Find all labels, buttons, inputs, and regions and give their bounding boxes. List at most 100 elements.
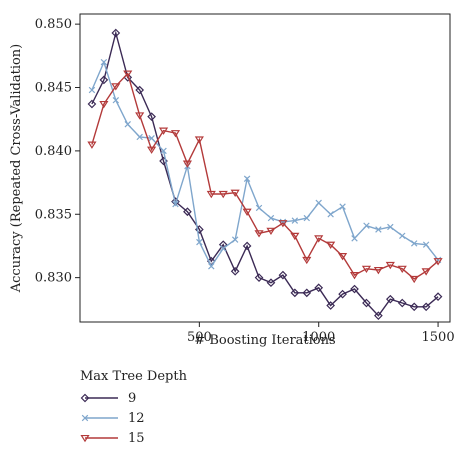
data-point-9	[87, 99, 97, 109]
axis-ticks: 0.830 0.835 0.840 0.845 0.850 500 1000 1500	[35, 17, 455, 345]
legend-entry-15: 15	[80, 431, 145, 446]
data-point-12	[327, 211, 334, 218]
data-point-15	[194, 136, 204, 144]
data-point-12	[124, 121, 131, 128]
data-point-15	[87, 141, 97, 149]
data-point-9	[409, 302, 419, 312]
data-point-9	[374, 311, 383, 321]
data-point-9	[302, 288, 312, 298]
y-tick-label: 0.840	[35, 144, 72, 159]
data-point-9	[147, 112, 156, 122]
data-point-12	[399, 232, 406, 240]
legend-entry-9: 9	[80, 391, 136, 406]
data-point-12	[363, 222, 370, 229]
data-point-12	[231, 236, 239, 243]
data-point-15	[337, 253, 348, 261]
data-point-15	[99, 100, 109, 109]
series-9	[87, 28, 443, 321]
data-point-15	[123, 70, 133, 78]
legend-marker	[81, 414, 89, 422]
data-point-15	[302, 256, 312, 265]
data-point-15	[170, 130, 181, 138]
data-point-12	[208, 263, 215, 270]
data-point-12	[315, 199, 322, 207]
data-point-12	[172, 200, 179, 208]
data-point-12	[148, 134, 155, 142]
y-tick-label: 0.845	[35, 81, 72, 96]
y-axis-title: Accuracy (Repeated Cross-Validation)	[9, 44, 24, 294]
data-point-12	[303, 214, 310, 222]
data-point-12	[196, 238, 203, 246]
data-point-9	[254, 273, 264, 282]
data-point-9	[385, 294, 395, 304]
y-tick-label: 0.830	[35, 271, 72, 286]
data-point-15	[266, 227, 276, 236]
data-point-15	[278, 220, 288, 228]
data-point-12	[339, 203, 346, 210]
data-point-15	[373, 266, 383, 275]
legend-label: 12	[128, 411, 145, 426]
plot-area	[79, 13, 451, 323]
y-tick-label: 0.850	[35, 17, 72, 32]
data-point-12	[136, 133, 143, 141]
data-point-9	[230, 266, 240, 276]
x-tick-label: 1000	[302, 330, 335, 345]
x-tick-label: 500	[187, 330, 212, 345]
legend-title: Max Tree Depth	[80, 369, 188, 384]
data-point-15	[326, 241, 336, 249]
data-point-9	[326, 301, 335, 310]
data-point-15	[111, 83, 121, 91]
data-point-12	[160, 147, 167, 155]
data-point-15	[433, 258, 443, 266]
data-point-12	[88, 86, 96, 94]
data-point-9	[290, 288, 300, 298]
data-point-9	[99, 75, 109, 85]
legend-label: 15	[128, 431, 145, 446]
data-point-15	[421, 268, 431, 276]
data-point-15	[206, 190, 216, 199]
data-point-12	[387, 223, 394, 231]
data-point-12	[410, 240, 418, 247]
series-line-15	[91, 72, 439, 280]
data-point-9	[314, 283, 324, 293]
data-point-12	[100, 58, 108, 66]
data-point-9	[278, 270, 288, 280]
data-point-15	[314, 235, 324, 243]
series-line-9	[91, 30, 439, 317]
x-tick-label: 1500	[422, 330, 455, 345]
data-point-9	[350, 284, 359, 294]
data-point-15	[397, 265, 407, 274]
data-point-12	[243, 175, 251, 182]
legend-entry-12: 12	[81, 411, 145, 426]
data-point-9	[397, 298, 407, 308]
series-15	[87, 70, 443, 284]
data-point-12	[220, 245, 227, 252]
data-point-15	[147, 146, 157, 154]
series-layer	[87, 28, 443, 321]
data-point-15	[135, 112, 145, 120]
data-point-9	[362, 298, 371, 308]
x-axis-title: # Boosting Iterations	[194, 333, 335, 348]
plot-frame	[79, 13, 451, 323]
legend-marker	[80, 393, 90, 403]
data-point-12	[422, 241, 430, 248]
data-point-15	[242, 208, 252, 217]
data-point-9	[111, 28, 121, 38]
y-tick-label: 0.835	[35, 207, 72, 222]
data-point-12	[255, 204, 263, 212]
data-point-15	[230, 189, 240, 197]
data-point-9	[421, 302, 431, 312]
data-point-12	[375, 226, 382, 233]
data-point-9	[433, 292, 443, 301]
data-point-9	[266, 278, 276, 288]
data-point-15	[385, 261, 395, 270]
data-point-12	[112, 96, 120, 104]
data-point-12	[291, 217, 299, 224]
data-point-15	[409, 275, 419, 284]
legend-label: 9	[128, 391, 136, 406]
data-point-15	[254, 230, 264, 238]
data-point-9	[183, 207, 192, 217]
data-point-12	[267, 214, 275, 222]
data-point-15	[182, 160, 193, 168]
